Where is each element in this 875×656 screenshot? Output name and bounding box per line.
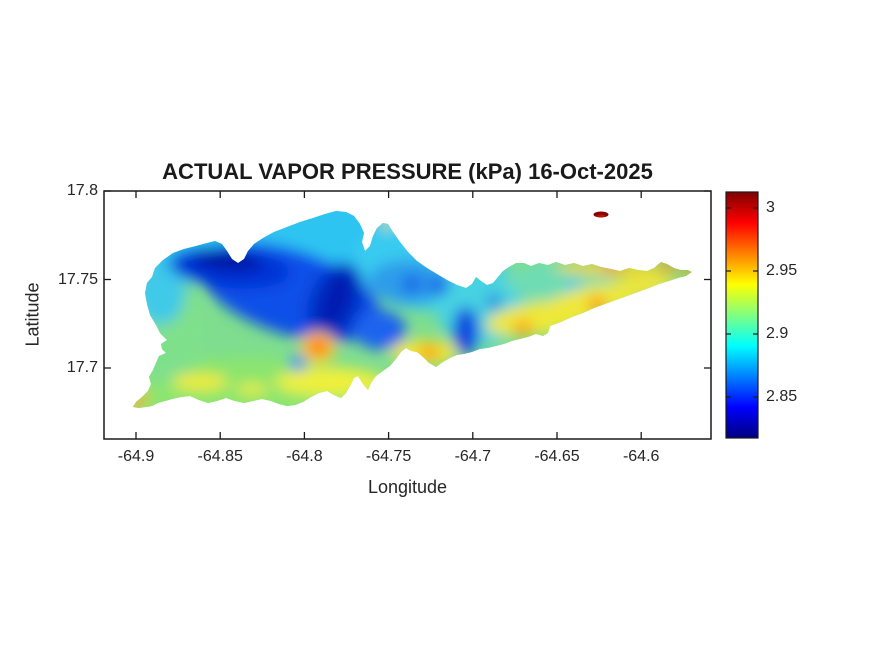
y-tick-label: 17.8 (66, 182, 98, 199)
x-tick-label: -64.7 (454, 448, 492, 465)
colorbar-tick-label: 2.9 (766, 325, 789, 342)
x-tick-label: -64.85 (197, 448, 243, 465)
x-tick-label: -64.6 (622, 448, 660, 465)
offshore-islet (593, 211, 609, 218)
colorbar-tick-label: 3 (766, 199, 775, 216)
colorbar-tick-marks (726, 207, 758, 398)
x-tick-label: -64.9 (117, 448, 155, 465)
axis-tick-marks (104, 190, 711, 439)
colorbar (725, 191, 759, 439)
axes-box (103, 190, 712, 440)
y-tick-label: 17.75 (57, 270, 98, 288)
y-tick-label: 17.7 (66, 359, 98, 376)
x-tick-label: -64.75 (365, 448, 412, 465)
x-tick-label: -64.65 (534, 448, 580, 465)
plot-title: ACTUAL VAPOR PRESSURE (kPa) 16-Oct-2025 (162, 159, 653, 184)
x-tick-label: -64.8 (286, 448, 323, 465)
island-vapor-pressure-field (133, 211, 692, 408)
x-axis-label: Longitude (367, 477, 448, 497)
colorbar-tick-label: 2.95 (766, 262, 798, 279)
colorbar-tick-label: 2.85 (766, 388, 798, 405)
